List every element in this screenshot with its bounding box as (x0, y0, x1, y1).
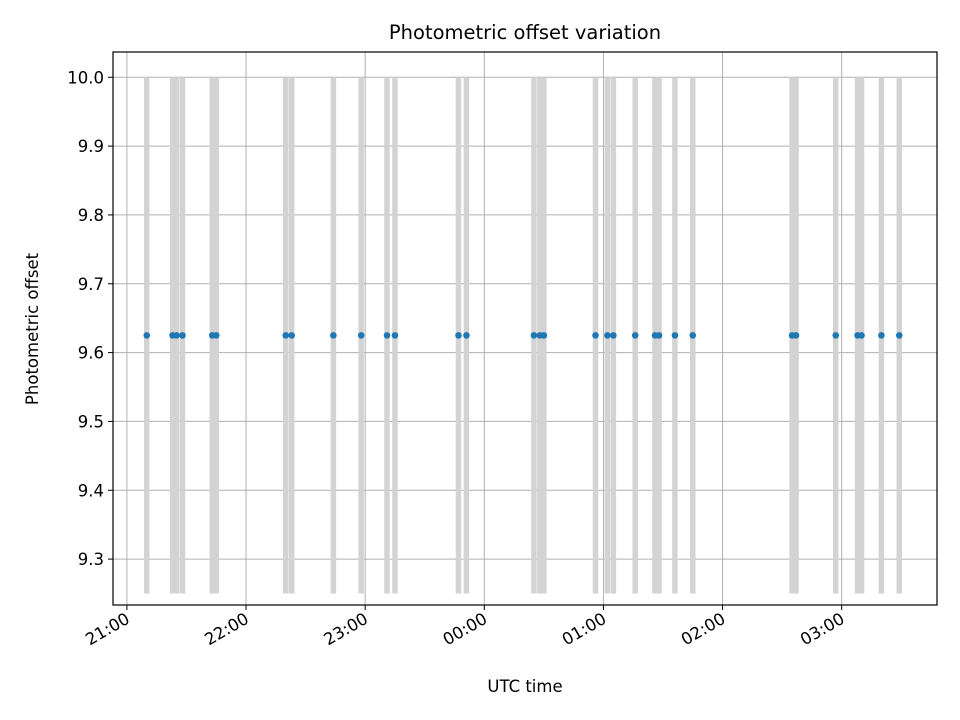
plot-frame (112, 51, 938, 606)
data-point (878, 332, 885, 339)
y-tick-label: 9.6 (78, 344, 104, 363)
data-point (592, 332, 599, 339)
data-point (655, 332, 663, 339)
y-tick-label: 9.5 (78, 412, 104, 431)
data-point (463, 332, 470, 339)
data-point (383, 332, 391, 339)
data-point (357, 332, 365, 339)
data-point (143, 332, 151, 339)
points (143, 332, 903, 339)
data-point (671, 332, 679, 339)
y-axis-title: Photometric offset (23, 252, 42, 405)
data-point (832, 332, 840, 339)
data-point (858, 332, 865, 339)
y-tick-label: 9.9 (78, 137, 104, 156)
grid (113, 52, 937, 605)
data-point (895, 332, 903, 339)
y-axis: 9.3 9.4 9.5 9.6 9.7 9.8 9.9 10.0 (67, 68, 113, 569)
data-point (792, 332, 800, 339)
data-point (530, 332, 538, 339)
data-point (330, 332, 337, 339)
y-tick-label: 9.3 (78, 550, 104, 569)
x-axis-title: UTC time (487, 677, 562, 696)
data-point (689, 332, 697, 339)
data-point (179, 332, 186, 339)
y-tick-label: 9.4 (78, 481, 104, 500)
chart-title: Photometric offset variation (389, 21, 661, 44)
data-point (455, 332, 462, 339)
data-point (610, 332, 617, 339)
y-tick-label: 9.8 (78, 206, 104, 225)
data-point (540, 332, 548, 339)
data-point (173, 332, 180, 339)
data-point (631, 332, 639, 339)
y-tick-label: 10.0 (67, 68, 104, 87)
data-point (282, 332, 290, 339)
data-point (288, 332, 295, 339)
y-tick-label: 9.7 (78, 275, 104, 294)
data-point (212, 332, 220, 339)
data-point (391, 332, 399, 339)
data-point (604, 332, 611, 339)
